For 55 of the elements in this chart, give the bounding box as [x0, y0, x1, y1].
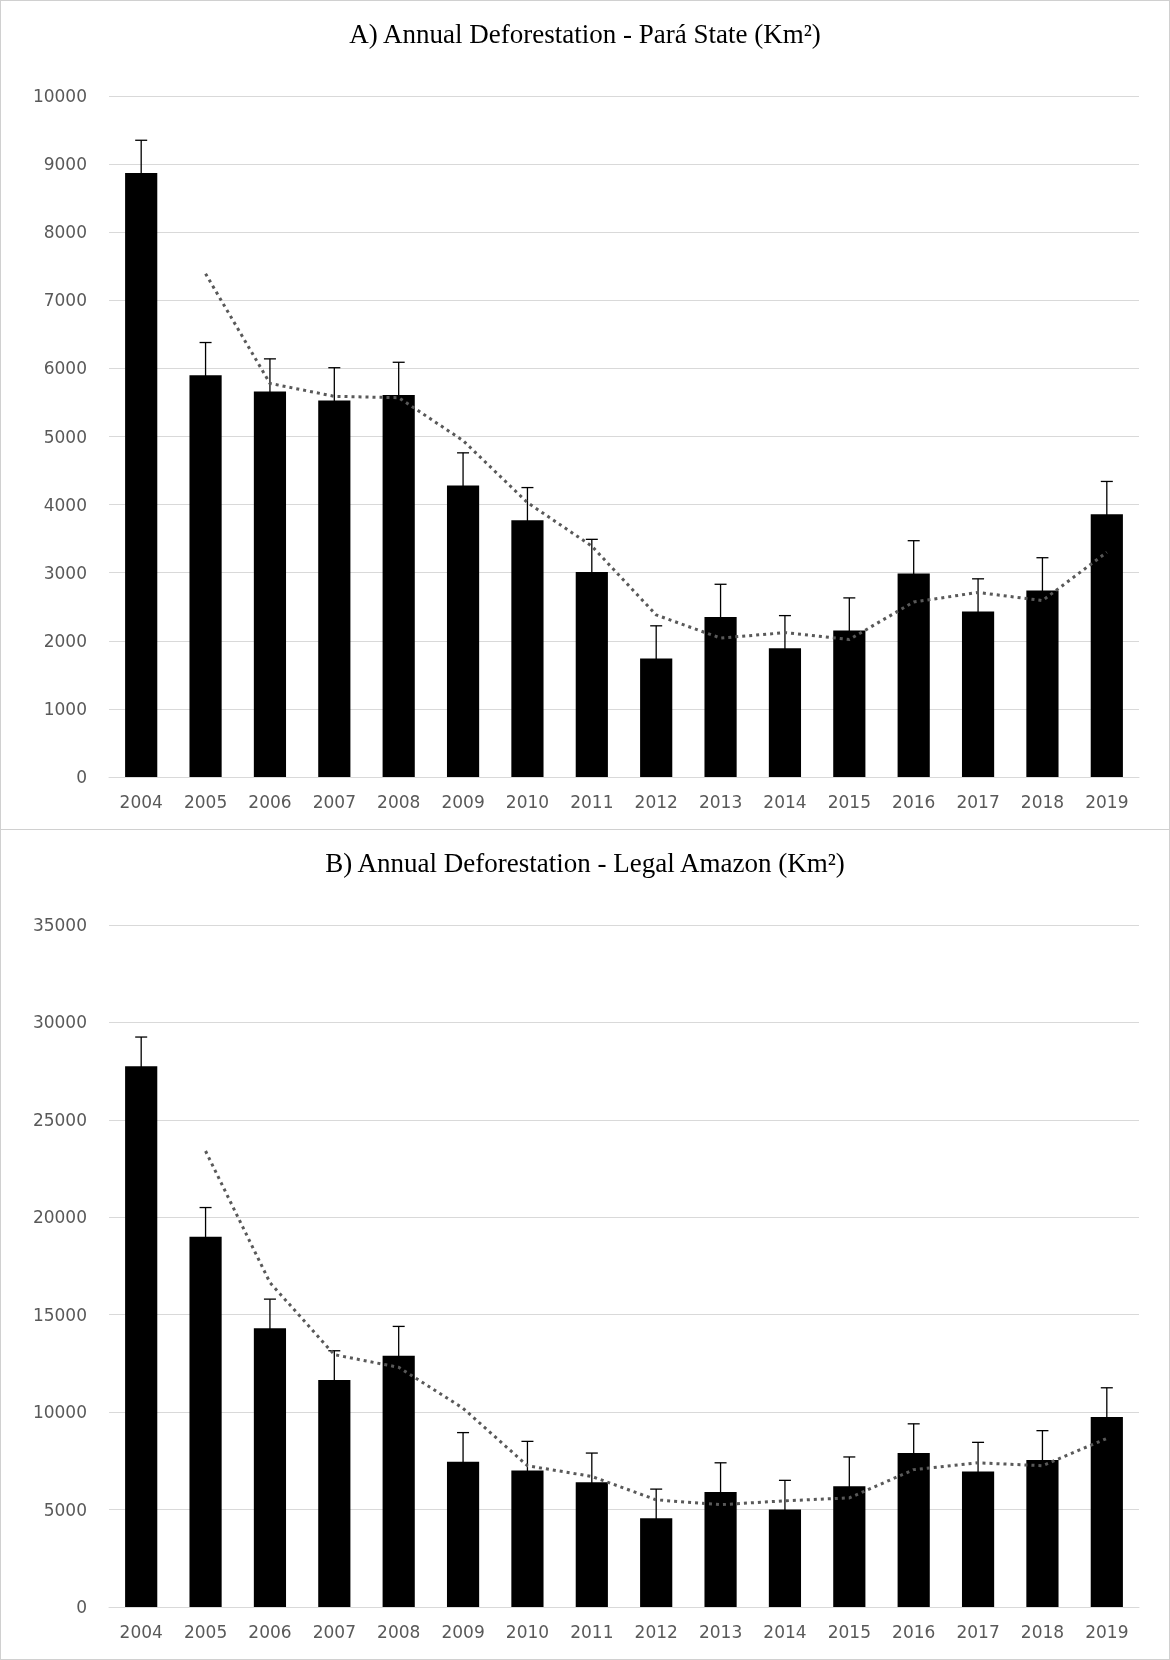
x-tick-label: 2004 — [119, 791, 163, 812]
x-tick-label: 2015 — [827, 1621, 871, 1642]
x-tick-label: 2013 — [698, 791, 743, 812]
x-tick-label: 2011 — [570, 1621, 614, 1642]
x-tick-label: 2008 — [377, 1621, 421, 1642]
x-tick-label: 2019 — [1085, 791, 1129, 812]
y-tick-label: 0 — [76, 1597, 87, 1617]
x-tick-label: 2009 — [441, 1621, 485, 1642]
line-series — [204, 1149, 1109, 1507]
line-series — [204, 272, 1109, 641]
x-tick-label: 2008 — [377, 791, 421, 812]
x-tick-label: 2011 — [570, 791, 614, 812]
y-tick-label: 25000 — [32, 1109, 87, 1130]
x-tick-label: 2005 — [183, 1621, 228, 1642]
y-tick-label: 7000 — [43, 290, 87, 311]
y-tick-label: 3000 — [43, 562, 87, 583]
y-tick-label: 35000 — [32, 915, 87, 935]
x-tick-label: 2012 — [634, 791, 678, 812]
x-tick-label: 2018 — [1020, 791, 1065, 812]
x-tick-label: 2007 — [312, 791, 356, 812]
x-tick-label: 2005 — [183, 791, 228, 812]
x-tick-label: 2014 — [763, 1621, 807, 1642]
y-tick-label: 20000 — [32, 1207, 87, 1228]
x-tick-label: 2012 — [634, 1621, 678, 1642]
x-tick-label: 2013 — [698, 1621, 743, 1642]
chart-title: A) Annual Deforestation - Pará State (Km²) — [349, 18, 821, 49]
y-tick-label: 2000 — [43, 630, 87, 651]
x-tick-label: 2018 — [1020, 1621, 1065, 1642]
x-tick-label: 2007 — [312, 1621, 356, 1642]
y-tick-label: 8000 — [43, 222, 87, 243]
chart-title: B) Annual Deforestation - Legal Amazon (Km²) — [325, 847, 845, 878]
x-tick-label: 2017 — [956, 791, 1000, 812]
x-tick-label: 2014 — [763, 791, 807, 812]
y-tick-label: 6000 — [43, 358, 87, 379]
x-tick-label: 2006 — [248, 1621, 292, 1642]
y-tick-label: 9000 — [43, 154, 87, 175]
y-tick-label: 0 — [76, 767, 87, 787]
y-tick-label: 4000 — [43, 494, 87, 515]
y-tick-label: 30000 — [32, 1012, 87, 1033]
x-tick-label: 2015 — [827, 791, 871, 812]
x-tick-label: 2010 — [505, 1621, 550, 1642]
y-tick-label: 10000 — [32, 86, 87, 106]
y-tick-label: 5000 — [43, 1499, 87, 1520]
x-tick-label: 2016 — [892, 1621, 936, 1642]
x-tick-label: 2006 — [248, 791, 292, 812]
x-tick-label: 2016 — [892, 791, 936, 812]
x-tick-label: 2010 — [505, 791, 550, 812]
x-tick-label: 2009 — [441, 791, 485, 812]
x-tick-label: 2004 — [119, 1621, 163, 1642]
y-tick-label: 15000 — [32, 1304, 87, 1325]
y-tick-label: 10000 — [32, 1402, 87, 1423]
x-tick-label: 2017 — [956, 1621, 1000, 1642]
y-tick-label: 1000 — [43, 698, 87, 719]
x-tick-label: 2019 — [1085, 1621, 1129, 1642]
y-tick-label: 5000 — [43, 426, 87, 447]
